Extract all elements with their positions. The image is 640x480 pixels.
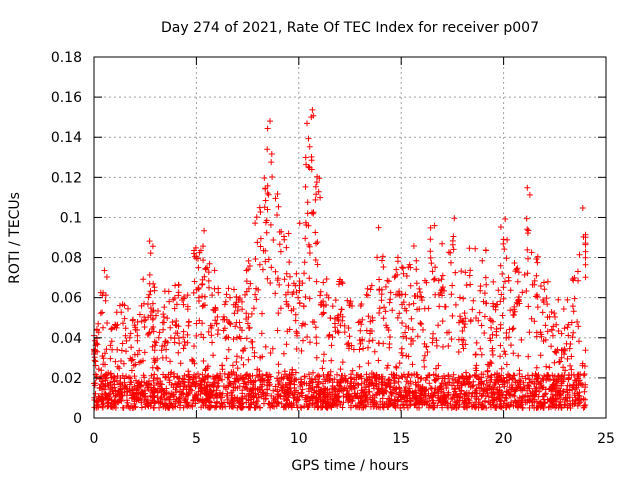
y-tick-label: 0.14 [51, 130, 82, 146]
y-tick-label: 0.08 [51, 251, 82, 267]
y-tick-label: 0.02 [51, 371, 82, 387]
y-tick-label: 0.1 [60, 210, 82, 226]
y-tick-label: 0.16 [51, 90, 82, 106]
y-tick-label: 0.06 [51, 291, 82, 307]
y-axis-label: ROTI / TECUs [7, 192, 23, 284]
plot-border [93, 56, 607, 419]
x-tick-label: 25 [597, 431, 615, 447]
y-tick-label: 0.12 [51, 170, 82, 186]
axis-tick-labels: 0 0.02 0.04 0.06 0.08 0.1 0.12 0.14 0.16 0.18 0 5 10… [51, 50, 615, 447]
scatter-plus-markers [91, 106, 589, 411]
axis-ticks [93, 56, 607, 419]
x-tick-label: 0 [90, 431, 99, 447]
y-tick-label: 0.18 [51, 50, 82, 66]
x-tick-label: 5 [192, 431, 201, 447]
x-axis-label: GPS time / hours [291, 458, 408, 474]
x-tick-label: 15 [392, 431, 410, 447]
x-tick-label: 20 [495, 431, 513, 447]
chart-title: Day 274 of 2021, Rate Of TEC Index for r… [161, 20, 539, 36]
data-points [91, 106, 589, 411]
y-tick-label: 0.04 [51, 331, 82, 347]
x-tick-label: 10 [290, 431, 308, 447]
y-tick-label: 0 [73, 411, 82, 427]
